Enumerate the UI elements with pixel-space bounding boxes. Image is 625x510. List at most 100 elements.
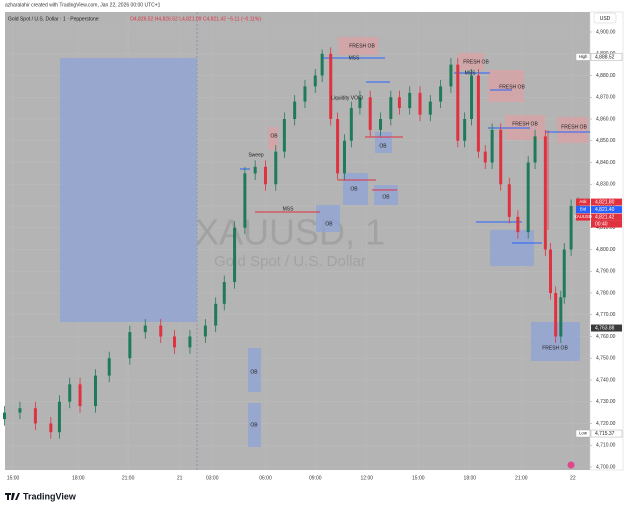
candle-body — [293, 101, 297, 119]
watermark-title: XAUUSD, 1 — [195, 212, 385, 253]
candle-body — [418, 92, 422, 115]
candle-body — [397, 97, 401, 109]
candle-body — [18, 408, 22, 413]
currency-label[interactable]: USD — [600, 16, 611, 22]
annotation: OB — [270, 133, 278, 139]
annotation: OB — [379, 143, 387, 149]
price-tag-name-box — [575, 53, 591, 61]
annotation: FRESH OB — [512, 121, 538, 127]
y-tick-label: 4,700.00 — [596, 464, 616, 470]
x-tick-label: 21 — [177, 475, 183, 481]
y-tick-label: 4,740.00 — [596, 377, 616, 383]
zone — [268, 127, 278, 150]
price-tag-name-box — [575, 429, 591, 438]
price-tag-name-box — [576, 213, 590, 221]
price-tag-label: 4,763.88 — [595, 325, 615, 331]
price-tag-name: High — [579, 54, 588, 59]
annotation: MSS — [283, 206, 295, 212]
y-tick-label: 4,800.00 — [596, 247, 616, 253]
byline: azharalahir created with TradingView.com… — [5, 2, 161, 8]
candle-body — [2, 412, 6, 420]
y-tick-label: 4,730.00 — [596, 399, 616, 405]
annotation: FRESH OB — [463, 59, 489, 65]
zone — [343, 173, 368, 205]
candle-body — [68, 384, 72, 402]
price-tag-sub: 00:40 — [595, 221, 608, 227]
candle-body — [253, 166, 257, 174]
annotation: FRESH OB — [499, 84, 525, 90]
candle-body — [107, 358, 111, 376]
candle-body — [49, 423, 53, 433]
candle-body — [379, 118, 383, 130]
ohlc-info: O4,826.52 H4,826.52 L4,821.09 C4,821.42 … — [130, 16, 261, 22]
y-tick-label: 4,710.00 — [596, 443, 616, 449]
candle-body — [408, 92, 412, 109]
candle-body — [562, 249, 566, 298]
annotation: OB — [382, 194, 390, 200]
alert-icon[interactable] — [567, 461, 575, 469]
candle-body — [368, 97, 372, 130]
candle-body — [33, 408, 37, 424]
y-tick-label: 4,750.00 — [596, 356, 616, 362]
currency-button[interactable] — [593, 12, 617, 24]
candle-body — [428, 101, 432, 115]
y-tick-label: 4,830.00 — [596, 182, 616, 188]
x-tick-label: 15:00 — [412, 475, 425, 481]
y-tick-label: 4,860.00 — [596, 116, 616, 122]
price-tag-name: Ask — [579, 199, 587, 204]
candle-body — [336, 118, 340, 174]
price-tag — [591, 213, 622, 221]
zone — [60, 58, 197, 322]
x-tick-label: 12:00 — [361, 475, 374, 481]
candle-body — [303, 86, 307, 102]
price-tag-label: 4,821.42 — [595, 214, 615, 220]
candle-body — [263, 166, 267, 185]
x-tick-label: 21:00 — [515, 475, 528, 481]
candle-body — [549, 249, 553, 293]
zone — [458, 53, 484, 70]
candle-body — [483, 151, 487, 163]
price-tag-name: Low — [579, 431, 588, 436]
candle-body — [449, 64, 453, 87]
candle-body — [222, 282, 226, 304]
candle-body — [214, 303, 218, 326]
x-tick-label: 15:00 — [7, 475, 20, 481]
candle-body — [313, 75, 317, 87]
y-tick-label: 4,840.00 — [596, 160, 616, 166]
candle-body — [159, 325, 163, 337]
price-tag — [590, 429, 623, 438]
zone — [248, 348, 261, 392]
zone — [490, 230, 534, 266]
candle-body — [543, 136, 547, 250]
candle-body — [559, 297, 563, 337]
candle-body — [329, 53, 333, 119]
y-tick-label: 4,900.00 — [596, 29, 616, 35]
candle-body — [569, 205, 573, 250]
candle-body — [490, 129, 494, 163]
x-tick-label: 06:00 — [259, 475, 272, 481]
candle-body — [243, 173, 247, 228]
candle-body — [342, 140, 346, 174]
annotation: OB — [350, 186, 358, 192]
zone — [316, 205, 340, 232]
x-tick-label: 22 — [570, 475, 576, 481]
x-tick-label: 03:00 — [206, 475, 219, 481]
symbol-info: Gold Spot / U.S. Dollar · 1 · Pepperston… — [8, 16, 99, 22]
candle-body — [349, 108, 353, 141]
candle-body — [93, 375, 97, 407]
brand: TradingView — [23, 491, 77, 501]
y-tick-label: 4,810.00 — [596, 225, 616, 231]
candle-body — [320, 53, 324, 76]
candle-body — [463, 118, 467, 141]
logo-icon — [5, 493, 20, 500]
x-tick-label: 09:00 — [309, 475, 322, 481]
candle-body — [203, 325, 207, 337]
candle-body — [389, 97, 393, 119]
y-tick-label: 4,850.00 — [596, 138, 616, 144]
annotation: Sweep — [248, 152, 264, 158]
candle-body — [516, 216, 520, 233]
watermark-subtitle: Gold Spot / U.S. Dollar — [214, 253, 366, 270]
candle-body — [476, 75, 480, 152]
annotation: Liquidity VOID — [331, 95, 363, 101]
